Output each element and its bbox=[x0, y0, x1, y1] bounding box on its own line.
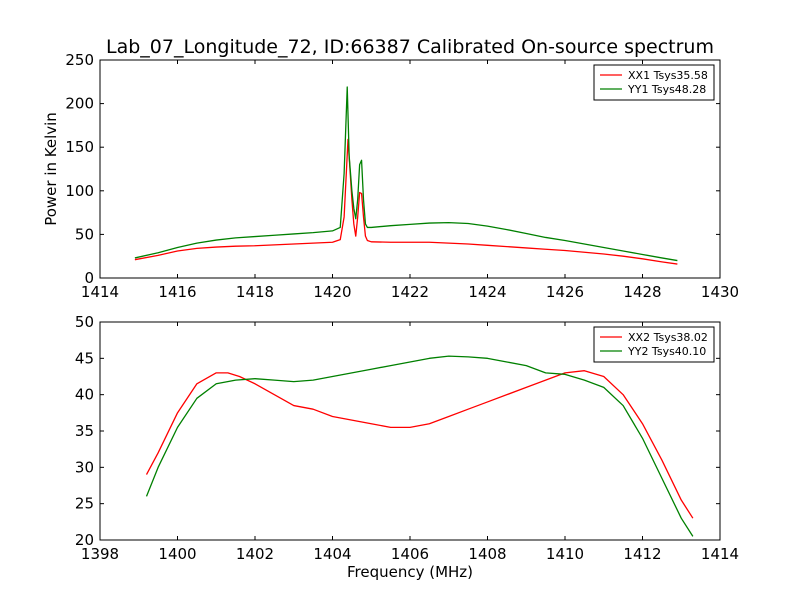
y-tick-label: 20 bbox=[75, 531, 94, 549]
y-tick-label: 40 bbox=[75, 386, 94, 404]
y-tick-label: 100 bbox=[65, 182, 94, 200]
chart-panels: 1414 1416 1418 1420 1422 1424 1426 1428 14300501… bbox=[42, 51, 739, 581]
x-tick-label: 1398 bbox=[81, 545, 119, 563]
x-tick-label: 1406 bbox=[391, 545, 429, 563]
y-tick-label: 50 bbox=[75, 313, 94, 331]
series-line-1 bbox=[145, 370, 694, 519]
x-tick-label: 1424 bbox=[468, 283, 506, 301]
x-tick-label: 1410 bbox=[546, 545, 584, 563]
legend-label: YY2 Tsys40.10 bbox=[627, 345, 706, 358]
y-tick-label: 45 bbox=[75, 349, 94, 367]
x-tick-label: 1400 bbox=[158, 545, 196, 563]
legend-box bbox=[593, 326, 715, 363]
y-tick-label: 0 bbox=[84, 269, 94, 287]
series-line-1 bbox=[134, 138, 678, 265]
x-tick-label: 1404 bbox=[313, 545, 351, 563]
chart-panel-1: 1414 1416 1418 1420 1422 1424 1426 1428 1430 0 50 1… bbox=[42, 51, 739, 301]
y-tick-label: 200 bbox=[65, 95, 94, 113]
x-tick-label: 1402 bbox=[236, 545, 274, 563]
x-axis-label: Frequency (MHz) bbox=[347, 563, 473, 581]
series-line-2 bbox=[145, 355, 694, 537]
y-tick-label: 150 bbox=[65, 138, 94, 156]
y-tick-label: 25 bbox=[75, 495, 94, 513]
x-tick-label: 1422 bbox=[391, 283, 429, 301]
x-tick-label: 1412 bbox=[623, 545, 661, 563]
figure-title: Lab_07_Longitude_72, ID:66387 Calibrated… bbox=[106, 36, 714, 58]
y-tick-label: 50 bbox=[75, 225, 94, 243]
x-tick-label: 1414 bbox=[81, 283, 119, 301]
x-tick-label: 1426 bbox=[546, 283, 584, 301]
x-tick-label: 1408 bbox=[468, 545, 506, 563]
y-tick-label: 250 bbox=[65, 51, 94, 69]
chart-panel-2: 1398 1400 1402 1404 1406 1408 1410 1412 1414 20 25… bbox=[75, 313, 739, 581]
x-tick-label: 1420 bbox=[313, 283, 351, 301]
y-tick-label: 35 bbox=[75, 422, 94, 440]
x-tick-label: 1416 bbox=[158, 283, 196, 301]
x-tick-label: 1428 bbox=[623, 283, 661, 301]
y-tick-label: 30 bbox=[75, 458, 94, 476]
legend-label: XX2 Tsys38.02 bbox=[628, 331, 708, 344]
x-tick-label: 1414 bbox=[701, 545, 739, 563]
y-axis-label: Power in Kelvin bbox=[42, 112, 60, 226]
legend-box bbox=[593, 64, 715, 101]
x-tick-label: 1418 bbox=[236, 283, 274, 301]
legend-label: XX1 Tsys35.58 bbox=[628, 69, 708, 82]
legend-label: YY1 Tsys48.28 bbox=[627, 83, 706, 96]
series-line-2 bbox=[134, 86, 678, 262]
x-tick-label: 1430 bbox=[701, 283, 739, 301]
